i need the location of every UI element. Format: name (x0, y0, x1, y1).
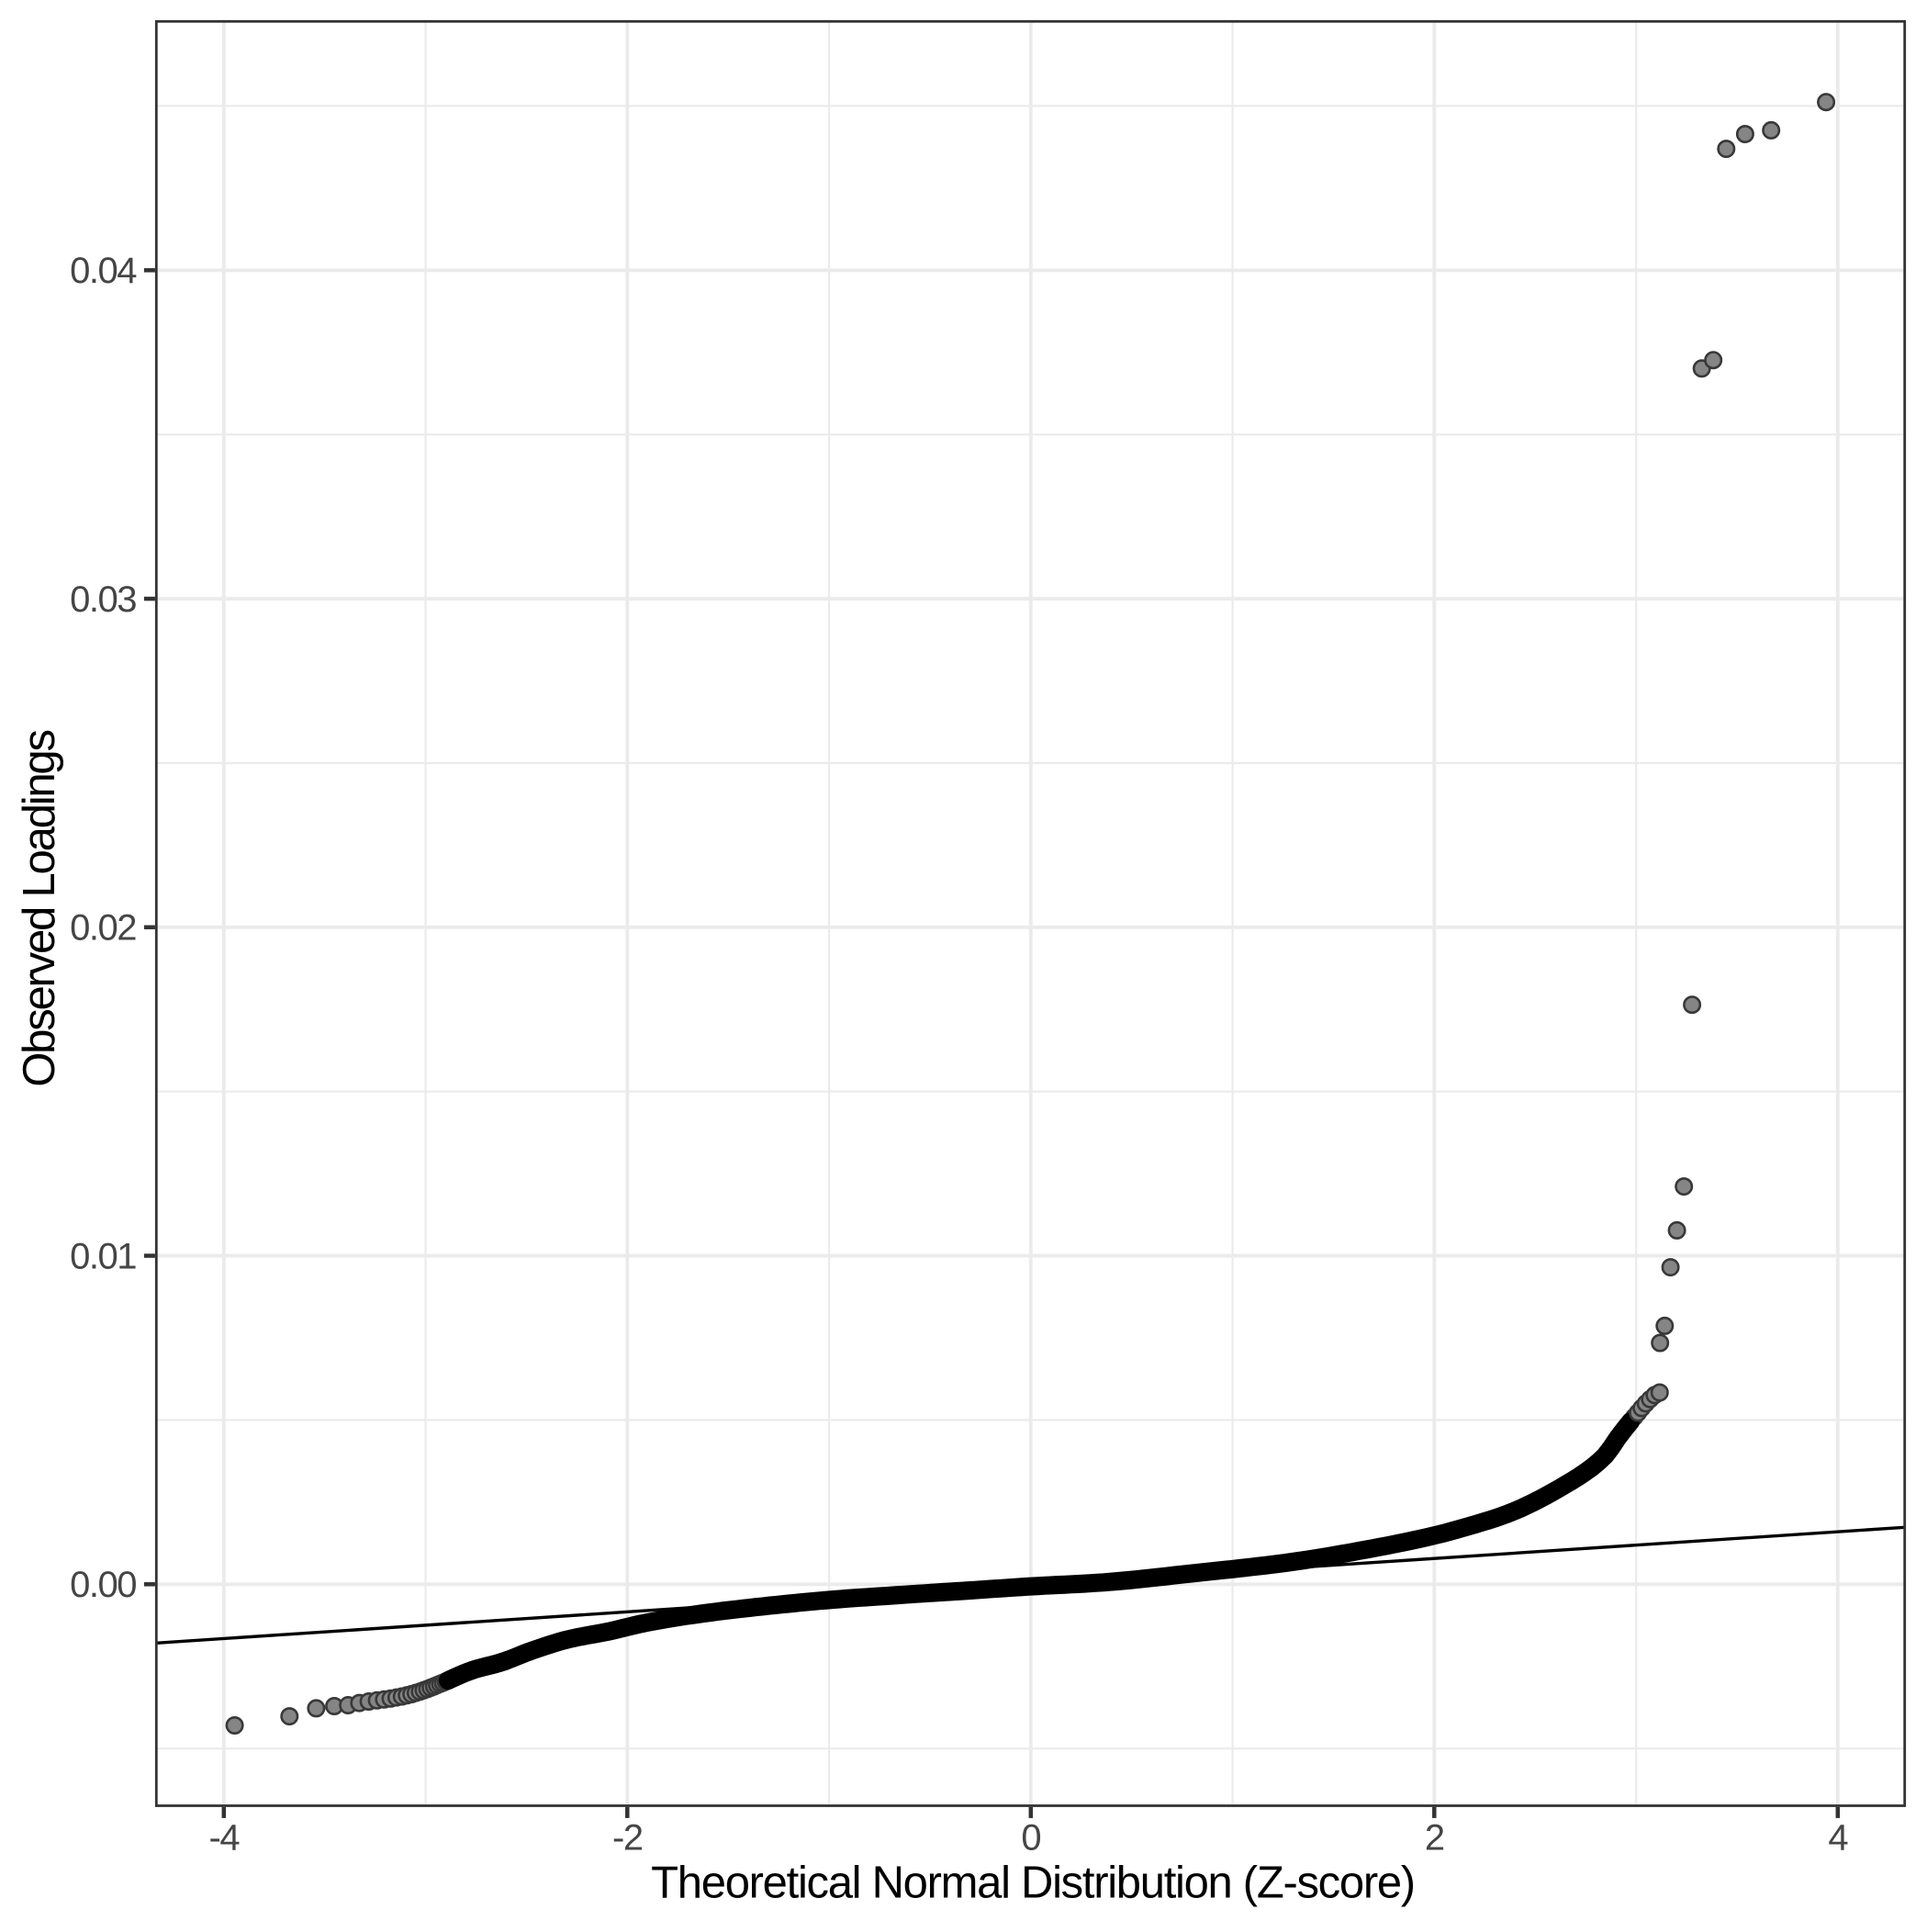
svg-text:0.00: 0.00 (70, 1565, 136, 1605)
svg-text:0.01: 0.01 (70, 1236, 136, 1276)
svg-text:Theoretical Normal Distributio: Theoretical Normal Distribution (Z-score… (651, 1859, 1415, 1908)
svg-text:0.03: 0.03 (70, 579, 136, 620)
svg-text:-2: -2 (612, 1818, 643, 1859)
svg-text:0.04: 0.04 (70, 251, 137, 291)
svg-text:-4: -4 (209, 1818, 241, 1859)
svg-text:0.02: 0.02 (70, 908, 136, 949)
svg-text:0: 0 (1021, 1818, 1040, 1859)
svg-text:2: 2 (1425, 1818, 1444, 1859)
svg-text:4: 4 (1828, 1818, 1848, 1859)
svg-text:Observed Loadings: Observed Loadings (15, 731, 64, 1087)
